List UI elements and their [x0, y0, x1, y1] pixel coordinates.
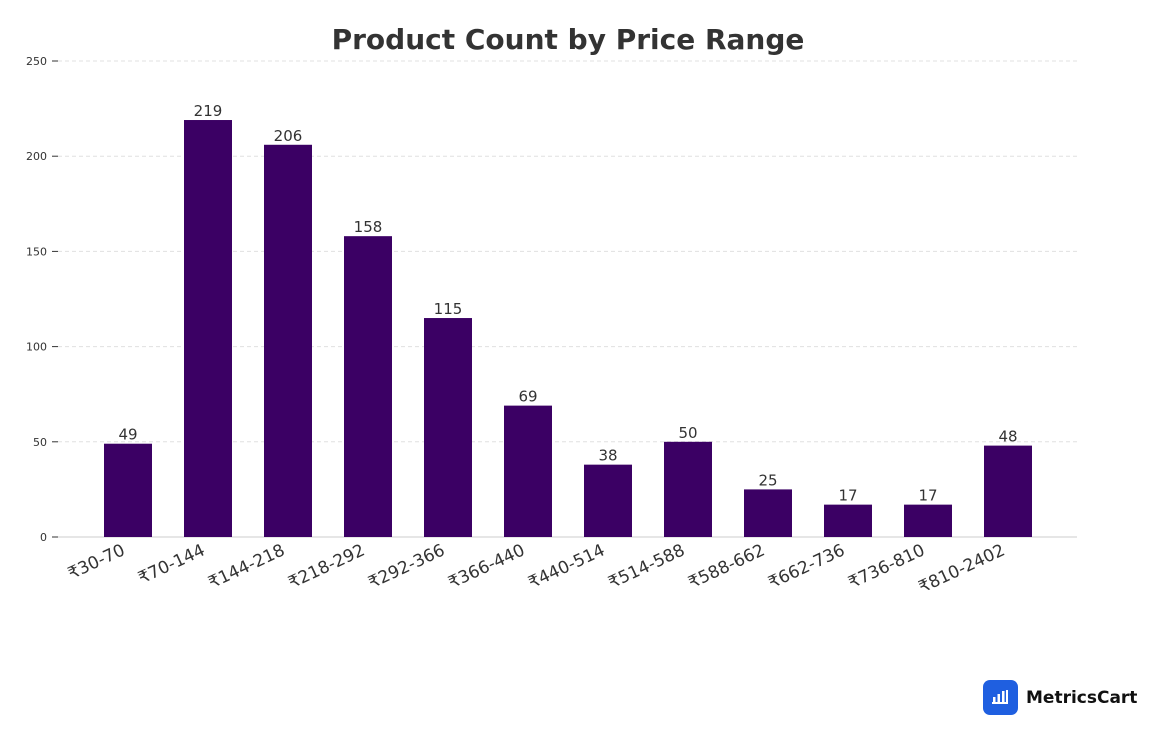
x-tick-label: ₹736-810 [845, 540, 928, 593]
data-label: 206 [274, 127, 303, 145]
x-tick-label: ₹440-514 [525, 540, 608, 593]
data-label: 69 [518, 388, 537, 406]
x-tick-label: ₹30-70 [65, 540, 128, 584]
y-tick-label: 200 [26, 150, 47, 163]
x-tick-label: ₹144-218 [205, 540, 288, 593]
x-tick-label: ₹218-292 [285, 540, 368, 593]
y-tick-label: 50 [33, 436, 47, 449]
brand-name: MetricsCart [1026, 687, 1138, 708]
data-label: 48 [998, 428, 1017, 446]
x-tick-label: ₹292-366 [365, 540, 448, 593]
bar [264, 144, 312, 537]
bar-chart-cart-icon [983, 680, 1018, 715]
bar [584, 464, 632, 537]
data-label: 25 [758, 471, 777, 489]
y-tick-label: 100 [26, 341, 47, 354]
bar [904, 504, 952, 537]
data-label: 115 [434, 300, 463, 318]
bar [344, 236, 392, 537]
metricscart-logo: MetricsCart [983, 680, 1137, 715]
x-tick-label: ₹810-2402 [916, 540, 1008, 597]
chart-title: Product Count by Price Range [332, 23, 805, 56]
bar [824, 504, 872, 537]
bar [184, 120, 232, 538]
bar [984, 445, 1032, 537]
x-tick-label: ₹70-144 [135, 540, 208, 588]
data-label: 49 [118, 426, 137, 444]
x-tick-label: ₹662-736 [765, 540, 848, 593]
bar [664, 441, 712, 537]
data-label: 17 [838, 487, 857, 505]
bar [744, 489, 792, 537]
x-tick-label: ₹588-662 [685, 540, 768, 593]
data-label: 50 [678, 424, 697, 442]
y-tick-label: 0 [40, 531, 47, 544]
bar [424, 318, 472, 537]
bar [504, 405, 552, 537]
x-tick-label: ₹366-440 [445, 540, 528, 593]
y-tick-label: 150 [26, 245, 47, 258]
data-label: 17 [918, 487, 937, 505]
data-label: 158 [354, 218, 383, 236]
y-tick-label: 250 [26, 55, 47, 68]
x-tick-label: ₹514-588 [605, 540, 688, 593]
data-label: 38 [598, 447, 617, 465]
bar [104, 443, 152, 537]
data-label: 219 [194, 102, 223, 120]
